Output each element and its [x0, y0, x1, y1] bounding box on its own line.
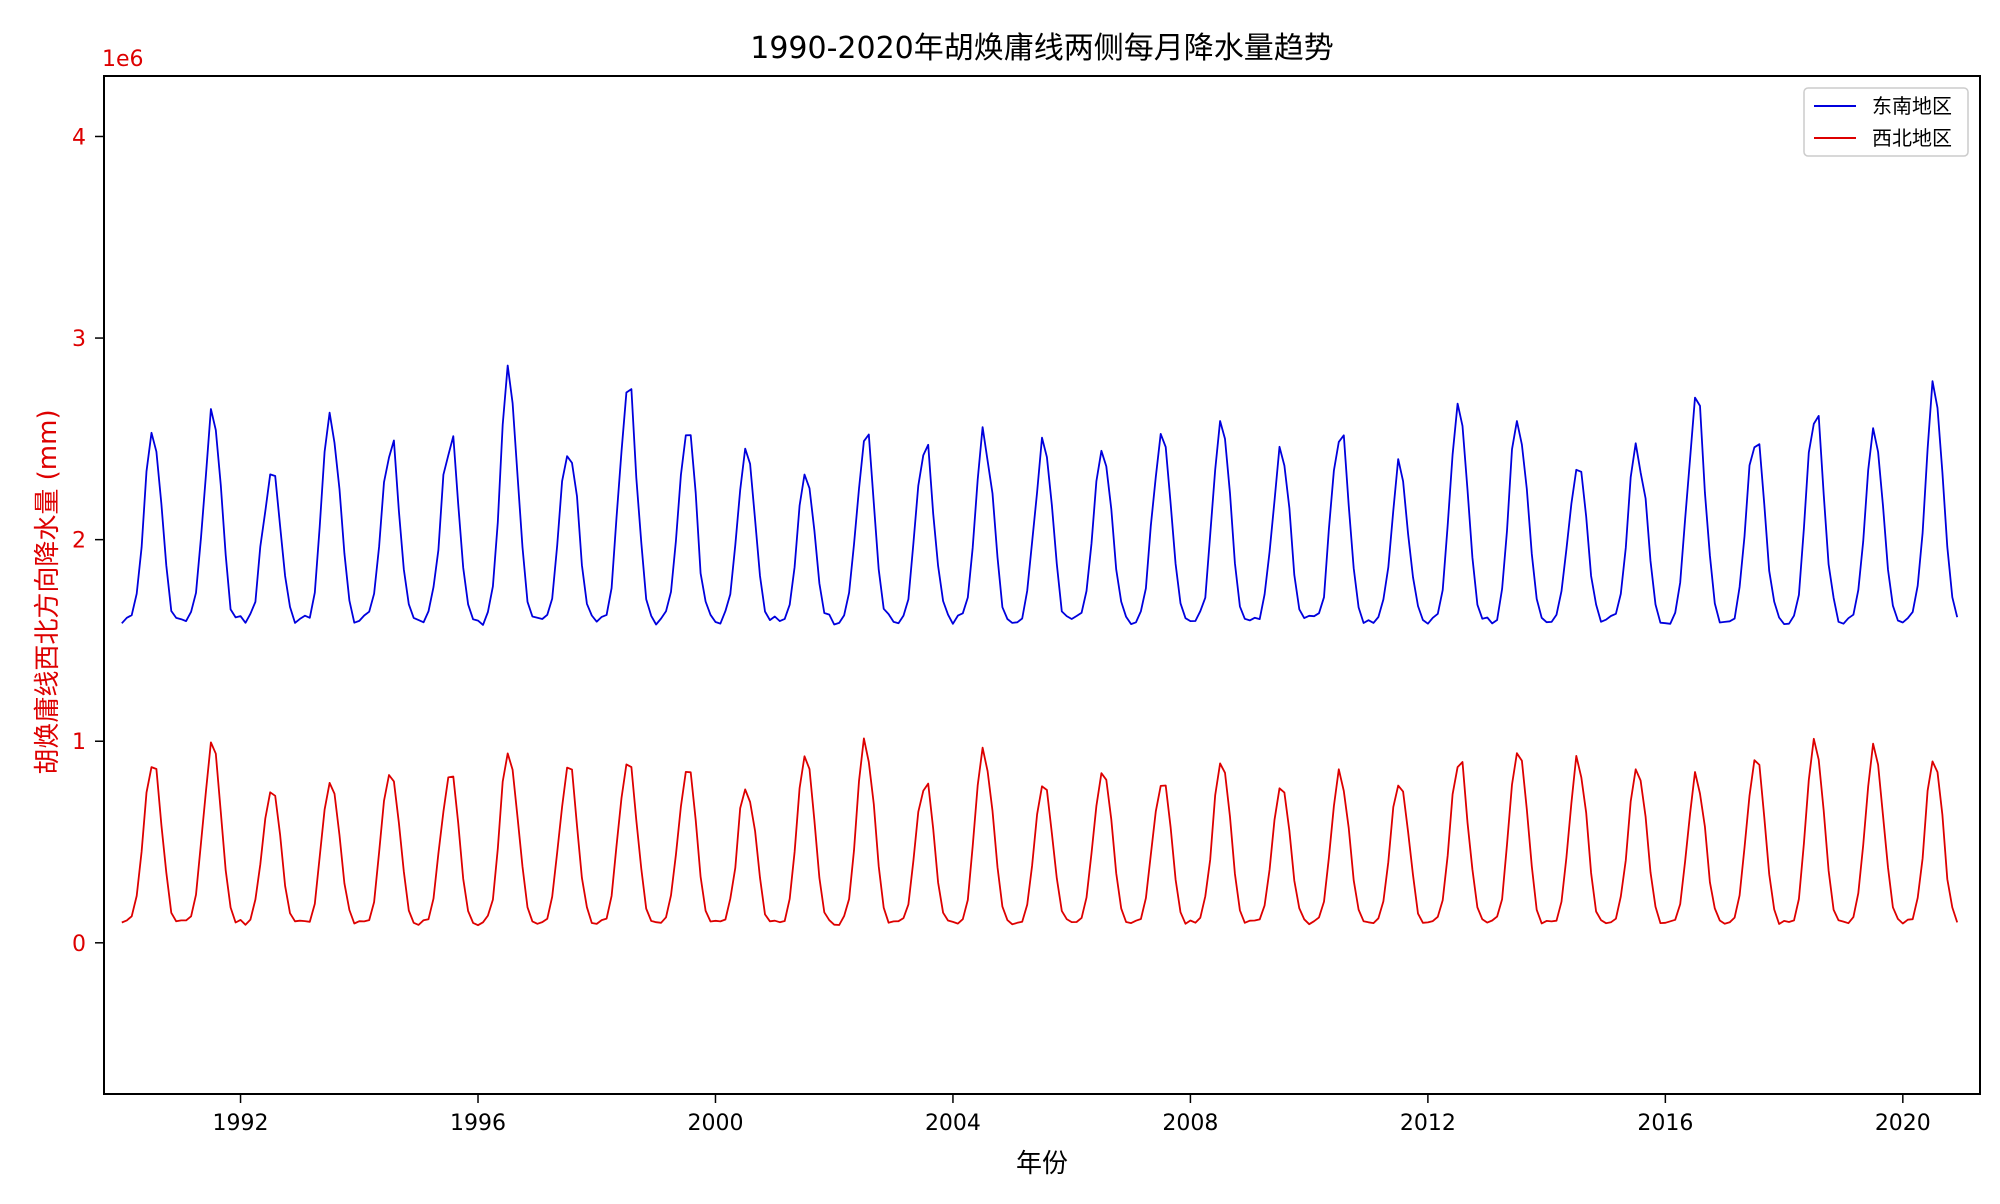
x-axis-label: 年份	[1016, 1149, 1068, 1179]
y-tick-label: 0	[72, 932, 86, 957]
x-tick-label: 2016	[1637, 1111, 1693, 1136]
y-multiplier-label: 1e6	[102, 47, 144, 72]
x-tick-label: 2020	[1875, 1111, 1931, 1136]
legend-label-0: 东南地区	[1872, 94, 1952, 118]
series-line-0	[121, 364, 1959, 626]
plot-frame	[103, 75, 1981, 1095]
chart-title: 1990-2020年胡焕庸线两侧每月降水量趋势	[750, 31, 1334, 66]
x-tick-label: 2004	[925, 1111, 981, 1136]
x-tick-label: 2000	[687, 1111, 743, 1136]
x-tick-label: 2012	[1400, 1111, 1456, 1136]
y-axis-label: 胡焕庸线西北方向降水量 (mm)	[33, 409, 63, 774]
series-line-1	[121, 737, 1959, 927]
y-tick-label: 1	[72, 730, 86, 755]
x-tick-label: 2008	[1162, 1111, 1218, 1136]
plot-area	[121, 364, 1959, 927]
x-tick-label: 1992	[213, 1111, 269, 1136]
y-tick-label: 4	[72, 125, 86, 150]
y-tick-label: 3	[72, 327, 86, 352]
legend-label-1: 西北地区	[1872, 126, 1952, 150]
y-tick-label: 2	[72, 529, 86, 554]
x-tick-label: 1996	[450, 1111, 506, 1136]
